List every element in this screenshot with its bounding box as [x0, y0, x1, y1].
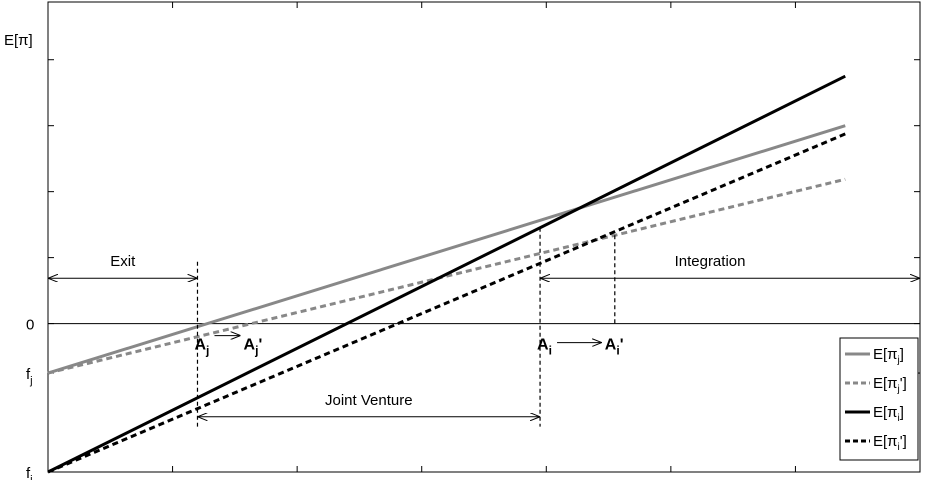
- region-label-1: Joint Venture: [325, 392, 413, 409]
- point-label-1: Aj': [244, 337, 263, 358]
- y-axis-label: E[π]: [4, 32, 33, 49]
- y-tick-label: 0: [26, 317, 34, 334]
- legend-label-1: E[πj']: [873, 375, 907, 395]
- point-label-2: Ai: [537, 337, 552, 358]
- legend-label-2: E[πi]: [873, 404, 904, 424]
- point-label-3: Ai': [605, 337, 624, 358]
- legend-label-0: E[πj]: [873, 346, 904, 366]
- y-tick-label: fi: [26, 465, 33, 480]
- region-label-2: Integration: [675, 253, 746, 270]
- series-line-0: [47, 124, 846, 375]
- series-line-3: [47, 132, 846, 474]
- region-label-0: Exit: [110, 253, 136, 270]
- series-line-1: [47, 177, 846, 375]
- series-line-2: [47, 74, 846, 474]
- y-tick-label: fj: [26, 366, 33, 387]
- point-label-0: Aj: [194, 337, 209, 358]
- legend-label-3: E[πi']: [873, 433, 907, 453]
- plot-frame: [47, 1, 921, 473]
